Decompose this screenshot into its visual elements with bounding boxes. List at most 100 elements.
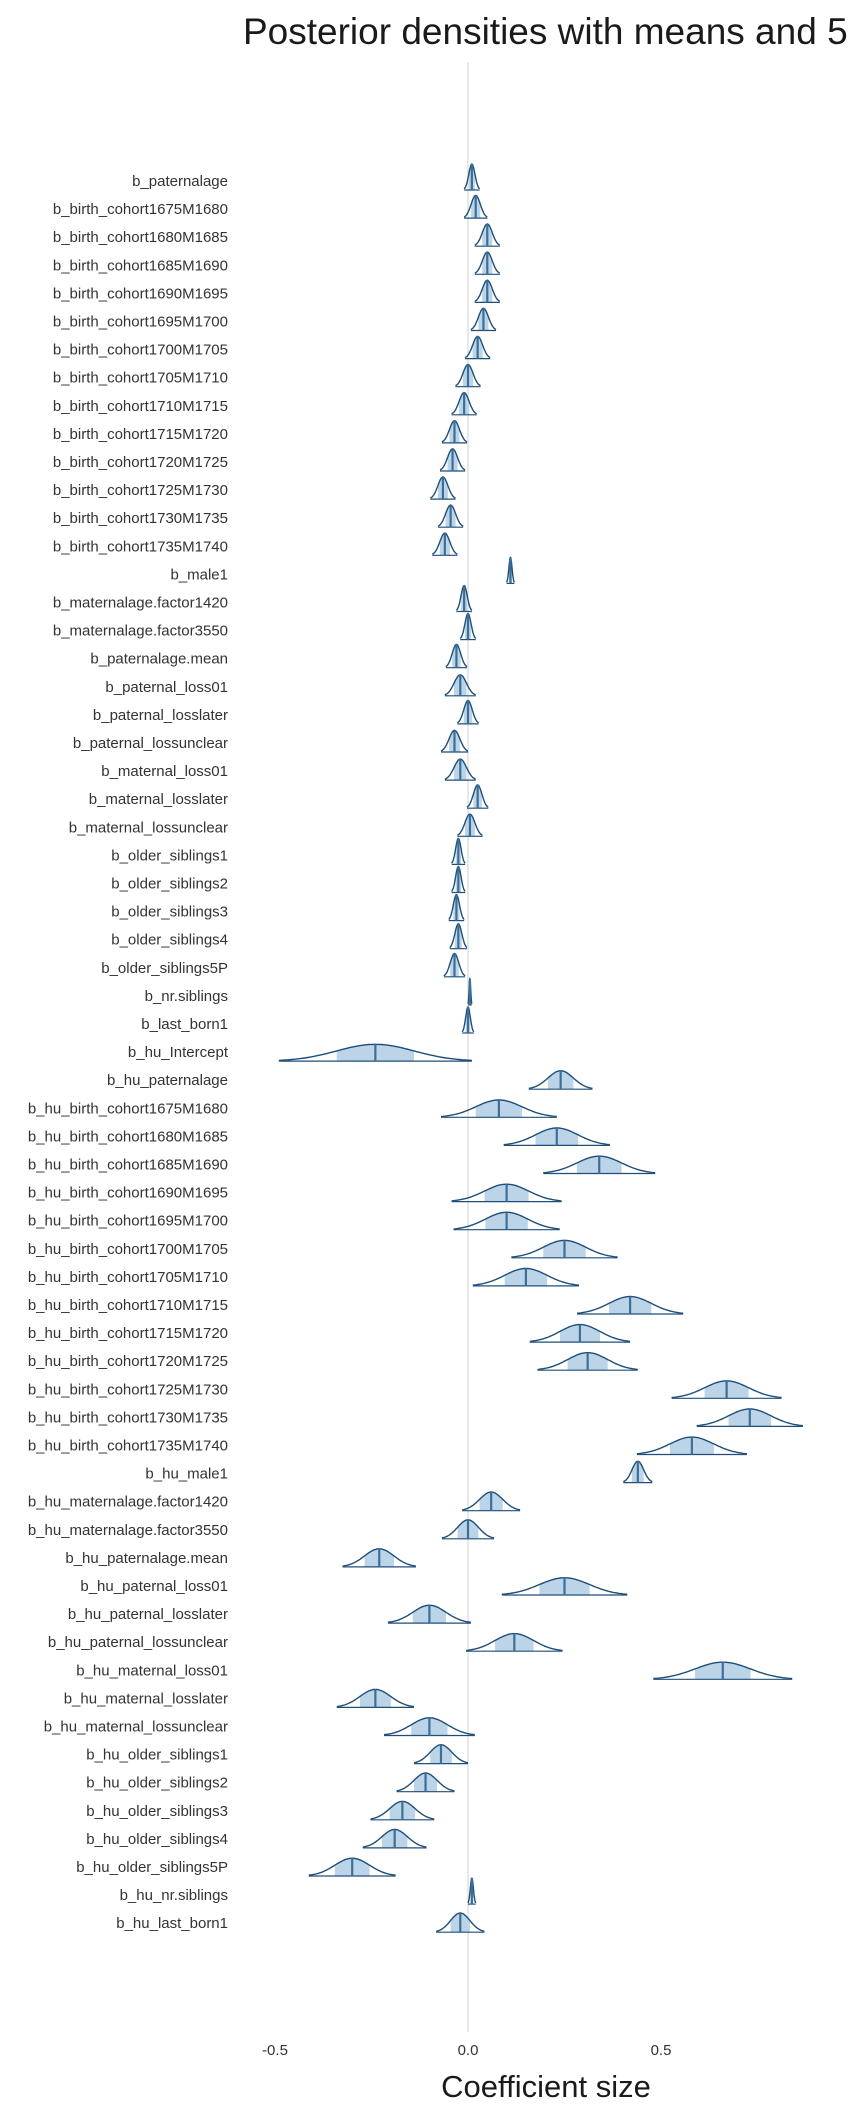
density-ridge [474,223,501,247]
density-ridge [413,1743,469,1765]
density-outline [464,335,491,359]
parameter-label: b_hu_maternalage.factor1420 [28,1494,228,1511]
density-ridge [543,1155,656,1175]
parameter-label: b_hu_paternal_losslater [68,1606,228,1623]
density-ridge [474,251,501,275]
density-ridge [467,1877,477,1905]
parameter-label: b_birth_cohort1705M1710 [53,370,228,387]
density-ridge [396,1772,455,1793]
density-ridge [451,837,466,866]
parameter-label: b_maternal_lossunclear [69,819,228,836]
density-ridge [440,1099,557,1118]
density-outline [472,1267,580,1286]
parameter-label: b_older_siblings4 [111,932,228,949]
parameter-label: b_birth_cohort1700M1705 [53,342,228,359]
parameter-label: b_hu_Intercept [128,1044,229,1061]
density-outline [576,1295,684,1314]
parameter-label: b_hu_maternal_loss01 [76,1662,228,1679]
density-ridge [362,1828,427,1849]
density-outline [462,1491,521,1511]
density-ridge [467,977,473,1006]
density-outline [474,223,501,246]
density-ridge [387,1604,471,1624]
parameter-label: b_birth_cohort1725M1730 [53,482,228,499]
parameter-label: b_maternal_losslater [89,791,228,808]
parameter-label: b_hu_birth_cohort1735M1740 [28,1438,228,1455]
density-ridge [455,363,481,388]
density-ridge [441,419,468,444]
parameter-label: b_hu_older_siblings5P [76,1859,228,1876]
density-outline [431,532,458,555]
density-ridge [461,1006,475,1034]
parameter-label: b_older_siblings2 [111,876,228,893]
density-outline [441,1519,495,1539]
density-ridge [342,1548,417,1568]
parameter-label: b_hu_birth_cohort1715M1720 [28,1325,228,1342]
x-tick-label: 0.0 [458,2042,479,2059]
density-outline [387,1604,471,1623]
density-ridge [528,1070,593,1090]
parameter-label: b_hu_birth_cohort1710M1715 [28,1297,228,1314]
parameter-label: b_hu_male1 [145,1466,228,1483]
x-tick-label: -0.5 [262,2042,288,2059]
density-outline [439,448,466,471]
density-outline [437,504,464,527]
density-ridge [464,335,491,360]
density-ridge [462,1491,521,1512]
density-ridge [457,813,483,837]
density-ridge [336,1688,415,1709]
parameter-label: b_hu_older_siblings3 [86,1803,228,1820]
x-tick-label: 0.5 [651,2042,672,2059]
density-ridge [501,1577,628,1596]
parameter-label: b_paternal_losslater [93,707,228,724]
parameter-label: b_paternalage.mean [90,651,228,668]
density-ridge [459,612,477,641]
parameter-label: b_older_siblings3 [111,904,228,921]
parameter-label: b_hu_older_siblings1 [86,1747,228,1764]
parameter-label: b_hu_nr.siblings [120,1887,228,1904]
parameter-label: b_maternalage.factor1420 [53,595,228,612]
parameter-label: b_hu_birth_cohort1730M1735 [28,1409,228,1426]
parameter-label: b_hu_maternal_lossunclear [44,1719,228,1736]
density-outline [456,699,480,724]
density-ridge [439,448,466,472]
density-ridge [440,729,469,753]
density-ridge [453,1211,560,1231]
parameter-label: b_hu_paternalage [107,1072,228,1089]
density-ridge [441,1519,495,1540]
density-ridge [451,1183,562,1203]
density-outline [470,307,497,331]
parameter-label: b_hu_maternalage.factor3550 [28,1522,228,1539]
density-outline [457,813,483,836]
density-ridge [383,1717,475,1737]
density-ridge [445,643,468,669]
density-ridge [448,893,465,922]
density-ridge [463,163,481,191]
parameter-labels: b_paternalage b_birth_cohort1675M1680 b_bi… [28,173,229,1932]
parameter-label: b_older_siblings1 [111,847,228,864]
density-outline [696,1408,803,1427]
density-ridge [308,1857,396,1877]
density-ridge [431,532,458,556]
parameter-label: b_hu_last_born1 [116,1915,228,1932]
density-outline [445,643,468,668]
parameter-label: b_maternalage.factor3550 [53,623,228,640]
density-outline [511,1239,618,1258]
parameter-label: b_hu_paternal_lossunclear [48,1634,228,1651]
density-outline [441,419,468,443]
parameter-label: b_hu_paternal_loss01 [80,1578,228,1595]
parameter-label: b_hu_birth_cohort1700M1705 [28,1241,228,1258]
density-ridge [444,674,476,697]
density-outline [474,279,501,303]
density-ridge [636,1436,747,1456]
parameter-label: b_hu_older_siblings2 [86,1775,228,1792]
parameter-label: b_paternalage [132,173,228,190]
x-axis-label: Coefficient size [441,2069,651,2104]
density-ridge [653,1661,793,1680]
density-outline [474,251,501,274]
parameter-label: b_birth_cohort1685M1690 [53,257,228,274]
density-ridge [451,391,478,416]
chart-title: Posterior densities with means and 5 [243,11,848,52]
density-ridge [449,923,468,950]
parameter-label: b_birth_cohort1720M1725 [53,454,228,471]
